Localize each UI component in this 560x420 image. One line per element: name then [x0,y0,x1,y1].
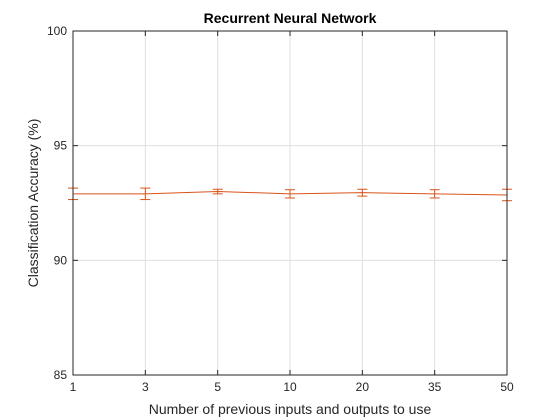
grid [73,31,507,375]
error-bar [285,189,295,199]
x-axis-label: Number of previous inputs and outputs to… [149,401,432,417]
x-tick-label: 50 [500,380,514,394]
x-tick-label: 3 [142,380,149,394]
x-tick-label: 20 [356,380,370,394]
error-bar [212,188,223,195]
x-tick-label: 5 [214,380,221,394]
chart-title: Recurrent Neural Network [204,10,377,26]
x-tick-label: 1 [70,380,77,394]
y-tick-label: 85 [54,368,68,382]
x-tick-label: 10 [283,380,297,394]
error-bar [429,189,440,199]
y-axis-label: Classification Accuracy (%) [25,119,41,288]
y-tick-label: 100 [47,24,67,38]
y-tick-label: 95 [54,139,68,153]
error-bar [140,187,151,201]
x-tick-label: 35 [428,380,442,394]
y-tick-label: 90 [54,253,68,267]
error-bar [357,188,368,197]
